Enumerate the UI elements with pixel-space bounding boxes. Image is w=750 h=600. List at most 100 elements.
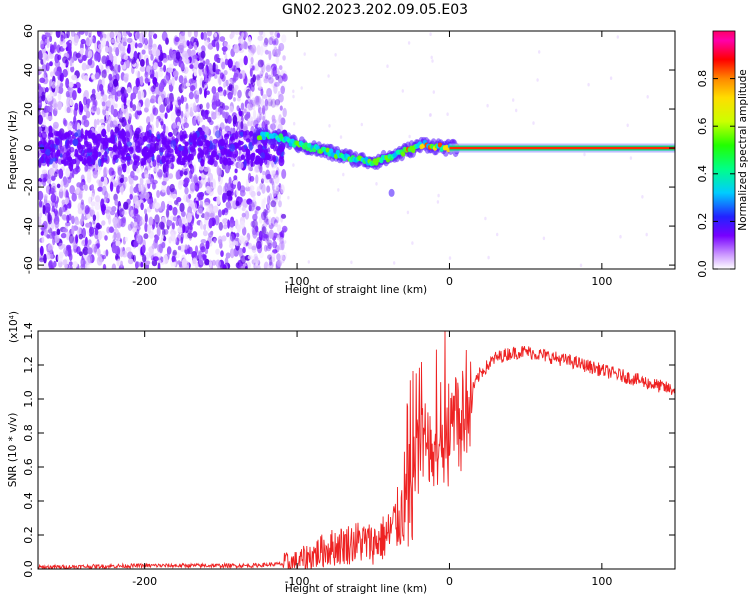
spectrogram-noise-cell	[112, 144, 118, 152]
spectrogram-noise-cell	[217, 209, 222, 218]
spectrogram-noise-cell	[244, 41, 249, 50]
spectrogram-noise-cell	[192, 257, 197, 265]
spectrogram-noise-cell	[129, 100, 133, 109]
spectrogram-noise-cell	[90, 201, 96, 207]
spectrogram-noise-cell	[97, 83, 100, 93]
spectrogram-noise-cell	[48, 233, 55, 239]
spectrogram-noise-cell	[221, 61, 226, 70]
spectrogram-noise-cell	[90, 184, 95, 191]
spectrogram-noise-cell	[94, 41, 98, 51]
spectrogram-noise-cell	[224, 182, 228, 192]
spectrogram-noise-cell	[257, 35, 264, 41]
spectrogram-noise-cell	[61, 199, 66, 205]
spectrogram-noise-cell	[93, 245, 98, 255]
spectrogram-noise-cell	[255, 62, 258, 71]
spectrogram-noise-cell	[240, 121, 244, 130]
spectrogram-noise-cell	[240, 190, 246, 197]
spectrogram-noise-cell	[151, 243, 156, 250]
spectrogram-noise-cell	[204, 211, 210, 221]
spectrogram-noise-cell	[184, 186, 189, 195]
spectrogram-noise-cell	[103, 176, 108, 188]
spectrogram-noise-cell	[41, 177, 47, 183]
spectrogram-noise-cell	[177, 121, 181, 127]
spectrogram-noise-cell	[100, 230, 106, 238]
spectrogram-noise-cell	[187, 232, 194, 239]
spectrogram-noise-cell	[96, 255, 103, 266]
spectrogram-noise-cell	[170, 96, 175, 103]
spectrogram-noise-cell	[111, 263, 117, 269]
spectrogram-noise-cell	[280, 213, 287, 219]
spectrogram-noise-cell	[224, 207, 229, 213]
spectrogram-noise-cell	[408, 134, 411, 139]
colorbar-tick-label: 0.0	[696, 260, 709, 278]
spectrogram-noise-cell	[97, 248, 101, 257]
spectrogram-noise-cell	[241, 206, 246, 212]
spectrogram-noise-cell	[247, 255, 253, 260]
spectrogram-noise-cell	[109, 120, 114, 128]
spectrogram-noise-cell	[67, 122, 73, 132]
spectrogram-noise-cell	[127, 258, 134, 265]
spectrogram-noise-cell	[144, 77, 149, 84]
spectrogram-noise-cell	[142, 254, 147, 263]
spectrogram-noise-cell	[55, 31, 61, 38]
spectrogram-noise-cell	[257, 104, 261, 114]
spectrogram-noise-cell	[53, 103, 58, 108]
spectrogram-noise-cell	[114, 103, 118, 109]
spectrogram-noise-cell	[226, 232, 230, 238]
spectrogram-noise-cell	[334, 53, 337, 57]
spectrogram-noise-cell	[200, 239, 207, 244]
spectrogram-noise-cell	[265, 209, 269, 216]
spectrogram-noise-cell	[66, 106, 71, 114]
spectrogram-noise-cell	[129, 185, 134, 196]
spectrogram-noise-cell	[202, 254, 207, 261]
spectrogram-noise-cell	[109, 64, 114, 71]
spectrogram-noise-cell	[39, 212, 43, 219]
spectrogram-noise-cell	[234, 168, 238, 174]
spectrogram-noise-cell	[189, 135, 194, 143]
spectrogram-noise-cell	[96, 107, 101, 116]
spectrogram-noise-cell	[216, 41, 220, 52]
spectrogram-noise-cell	[238, 110, 243, 117]
spectrogram-noise-cell	[256, 113, 261, 121]
spectrogram-noise-cell	[158, 221, 165, 230]
spectrogram-noise-cell	[183, 155, 189, 160]
spectrogram-noise-cell	[267, 195, 271, 205]
spectrogram-noise-cell	[88, 31, 93, 37]
spectrogram-noise-cell	[62, 69, 68, 78]
spectrogram-noise-cell	[116, 37, 120, 46]
spectrogram-noise-cell	[437, 193, 440, 198]
spectrogram-noise-cell	[85, 222, 91, 228]
spectrogram-noise-cell	[337, 188, 340, 192]
spectrogram-noise-cell	[188, 78, 194, 85]
spectrogram-noise-cell	[209, 135, 213, 142]
snr-y-tick-label: 0.2	[22, 526, 35, 544]
spectrogram-noise-cell	[168, 173, 174, 180]
spectrogram-noise-cell	[140, 202, 144, 211]
spectrogram-noise-cell	[192, 231, 198, 238]
spectrogram-noise-cell	[125, 31, 131, 35]
spectrogram-noise-cell	[63, 159, 67, 167]
spectrogram-noise-cell	[216, 165, 220, 176]
spectrogram-noise-cell	[98, 179, 103, 189]
spectrogram-noise-cell	[303, 52, 306, 56]
spectrogram-noise-cell	[253, 109, 257, 120]
spectrogram-noise-cell	[136, 109, 142, 116]
spectrogram-noise-cell	[253, 257, 260, 265]
spectrogram-noise-cell	[56, 44, 61, 53]
spectrogram-noise-cell	[267, 74, 272, 80]
spectrogram-noise-cell	[250, 152, 255, 162]
spectrogram-noise-cell	[192, 56, 196, 63]
spectrogram-noise-cell	[278, 157, 285, 167]
spectrogram-noise-cell	[101, 154, 105, 161]
spectrogram-noise-cell	[132, 221, 138, 229]
spectrogram-noise-cell	[274, 185, 280, 192]
spectrogram-noise-cell	[240, 43, 245, 50]
spectrogram-noise-cell	[157, 95, 162, 106]
spectrogram-noise-cell	[487, 255, 490, 260]
spectrogram-y-tick-label: 0	[22, 145, 35, 152]
spectrogram-noise-cell	[69, 58, 73, 67]
spectrogram-noise-cell	[160, 234, 164, 240]
spectrogram-noise-cell	[55, 131, 62, 137]
spectrogram-noise-cell	[278, 93, 284, 103]
spectrogram-noise-cell	[263, 142, 268, 149]
